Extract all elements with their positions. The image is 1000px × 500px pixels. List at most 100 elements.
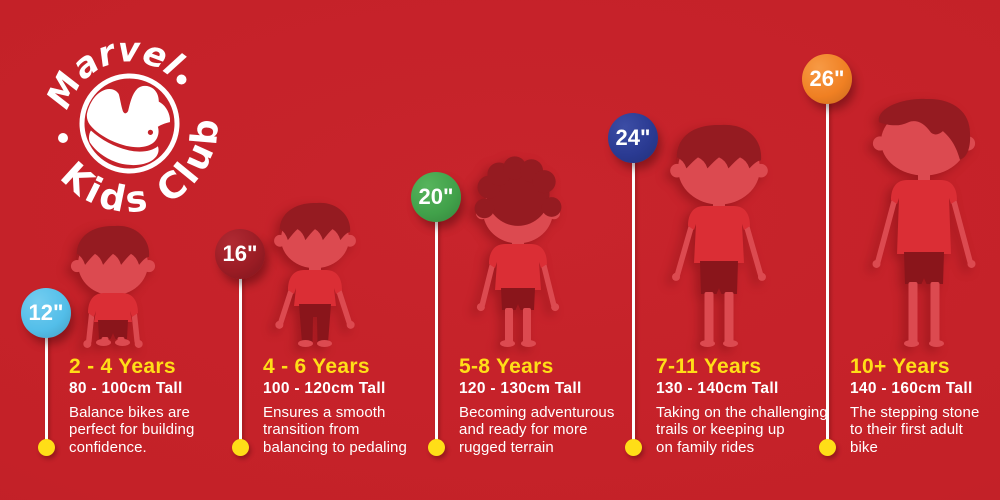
kid-foot xyxy=(700,340,715,347)
kid-shorts xyxy=(904,252,944,284)
kid-figure-4 xyxy=(670,124,768,347)
kid-hand xyxy=(83,339,92,348)
column-text-3: 5-8 Years 120 - 130cm Tall Becoming adve… xyxy=(459,356,644,456)
age-range: 4 - 6 Years xyxy=(263,355,370,378)
kid-foot xyxy=(96,339,111,346)
height-range: 80 - 100cm Tall xyxy=(69,380,183,397)
size-marker-24in: 24" xyxy=(608,113,658,163)
marker-stick xyxy=(238,274,242,447)
description-line: transition from xyxy=(263,421,360,439)
kid-hair xyxy=(878,98,971,160)
size-label: 12" xyxy=(28,300,64,325)
description-line: Balance bikes are xyxy=(69,404,190,421)
kid-arm xyxy=(479,259,496,308)
kid-hand xyxy=(134,339,143,348)
kid-figure-3 xyxy=(474,156,562,347)
description: Balance bikes are perfect for building c… xyxy=(69,404,254,456)
kid-hair xyxy=(279,202,351,241)
kid-hand xyxy=(275,320,284,329)
description-line: trails or keeping up xyxy=(656,421,785,439)
marker-stick xyxy=(434,217,438,447)
size-label: 20" xyxy=(418,184,454,209)
kid-neck xyxy=(713,196,725,209)
size-label: 24" xyxy=(615,125,651,150)
kid-foot xyxy=(298,340,313,347)
kid-arm xyxy=(540,259,557,308)
logo-bird-eye xyxy=(147,129,154,135)
kid-neck xyxy=(512,235,524,247)
column-text-2: 4 - 6 Years 100 - 120cm Tall Ensures a s… xyxy=(263,356,448,456)
kid-hand xyxy=(476,303,485,312)
kid-foot xyxy=(904,340,919,347)
timeline-dot xyxy=(231,438,249,456)
description-line: to their first adult xyxy=(850,421,963,439)
height-range: 120 - 130cm Tall xyxy=(459,380,582,397)
description-line: The stepping stone xyxy=(850,404,980,421)
kid-arm xyxy=(674,221,695,278)
kid-figure-1 xyxy=(70,225,156,348)
kid-neck xyxy=(107,287,119,296)
marker-stick xyxy=(631,158,635,447)
kid-shorts xyxy=(700,261,738,294)
kid-hand xyxy=(967,259,976,268)
kid-neck xyxy=(918,167,930,183)
kid-hair xyxy=(76,225,150,265)
kid-hand xyxy=(672,272,681,281)
description-line: perfect for building xyxy=(69,421,195,439)
kid-shirt xyxy=(688,206,750,263)
height-range: 100 - 120cm Tall xyxy=(263,380,386,397)
age-range: 5-8 Years xyxy=(459,355,554,378)
kid-arm xyxy=(875,195,898,265)
description-line: balancing to pedaling xyxy=(263,438,407,456)
kid-hair xyxy=(676,124,762,169)
kid-pants xyxy=(299,304,331,343)
logo-bird-body xyxy=(88,130,159,166)
kid-hand xyxy=(346,320,355,329)
timeline-dot xyxy=(37,438,55,456)
height-range: 140 - 160cm Tall xyxy=(850,380,973,397)
logo-ring xyxy=(79,73,180,174)
kid-hand xyxy=(872,259,881,268)
kid-arm xyxy=(278,285,295,326)
description: The stepping stone to their first adult … xyxy=(850,404,1000,456)
column-text-4: 7-11 Years 130 - 140cm Tall Taking on th… xyxy=(656,356,841,456)
description-line: on family rides xyxy=(656,438,755,456)
kid-shirt xyxy=(489,244,547,290)
logo-dot-left xyxy=(58,133,68,143)
description: Taking on the challenging trails or keep… xyxy=(656,404,841,456)
height-range: 130 - 140cm Tall xyxy=(656,380,779,397)
logo-dot-right xyxy=(176,74,187,85)
kid-foot xyxy=(115,339,130,346)
description: Becoming adventurous and ready for more … xyxy=(459,404,644,456)
description-line: Becoming adventurous xyxy=(459,404,615,421)
kid-foot xyxy=(723,340,738,347)
kid-shorts xyxy=(501,288,535,310)
kid-figure-2 xyxy=(274,202,356,347)
description-line: rugged terrain xyxy=(459,438,554,456)
kid-hand xyxy=(551,303,560,312)
column-text-5: 10+ Years 140 - 160cm Tall The stepping … xyxy=(850,356,1000,456)
kid-leg xyxy=(523,308,531,344)
size-label: 26" xyxy=(809,66,845,91)
column-text-1: 2 - 4 Years 80 - 100cm Tall Balance bike… xyxy=(69,356,254,456)
kid-leg xyxy=(908,282,918,344)
description-line: Ensures a smooth xyxy=(263,404,386,421)
kid-leg xyxy=(930,282,940,344)
description-line: and ready for more xyxy=(459,421,588,439)
kid-foot xyxy=(317,340,332,347)
kid-neck xyxy=(309,260,321,273)
description: Ensures a smooth transition from balanci… xyxy=(263,404,448,456)
kid-arm xyxy=(950,195,973,265)
kid-leg xyxy=(505,308,513,344)
age-range: 2 - 4 Years xyxy=(69,355,176,378)
description-line: confidence. xyxy=(69,438,147,456)
kid-leg xyxy=(724,292,734,344)
size-marker-20in: 20" xyxy=(411,172,461,222)
kid-arm xyxy=(743,221,764,278)
kid-leg xyxy=(704,292,714,344)
kid-foot xyxy=(521,340,536,347)
kid-arm xyxy=(86,308,95,345)
age-range: 10+ Years xyxy=(850,355,950,378)
size-marker-26in: 26" xyxy=(802,54,852,104)
